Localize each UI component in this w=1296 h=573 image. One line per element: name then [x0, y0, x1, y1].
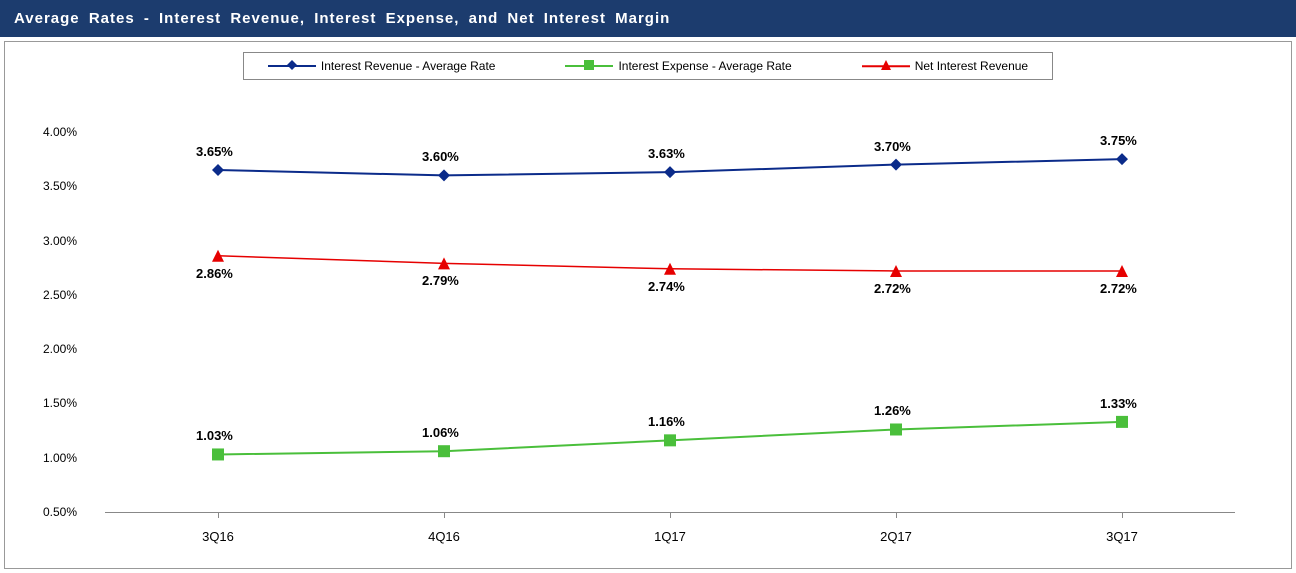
chart-legend: Interest Revenue - Average Rate Interest … [243, 52, 1053, 80]
series-marker [438, 445, 450, 457]
legend-swatch [268, 59, 316, 73]
data-label: 1.16% [648, 414, 685, 429]
data-label: 1.03% [196, 428, 233, 443]
chart-svg [35, 102, 1265, 542]
data-label: 2.79% [422, 273, 459, 288]
series-marker [890, 423, 902, 435]
series-marker [212, 164, 224, 176]
legend-item: Interest Expense - Average Rate [565, 59, 791, 73]
data-label: 3.63% [648, 146, 685, 161]
series-marker [664, 434, 676, 446]
legend-swatch [565, 59, 613, 73]
page-title: Average Rates - Interest Revenue, Intere… [0, 0, 1296, 37]
data-label: 3.60% [422, 149, 459, 164]
legend-swatch [862, 59, 910, 73]
data-label: 2.86% [196, 266, 233, 281]
legend-label: Interest Expense - Average Rate [618, 59, 791, 73]
legend-item: Net Interest Revenue [862, 59, 1028, 73]
series-marker [890, 159, 902, 171]
series-marker [664, 166, 676, 178]
data-label: 1.06% [422, 425, 459, 440]
legend-item: Interest Revenue - Average Rate [268, 59, 496, 73]
series-marker [212, 448, 224, 460]
data-label: 2.74% [648, 279, 685, 294]
series-marker [1116, 153, 1128, 165]
data-label: 3.75% [1100, 133, 1137, 148]
series-marker [1116, 416, 1128, 428]
data-label: 3.70% [874, 139, 911, 154]
data-label: 1.26% [874, 403, 911, 418]
legend-label: Interest Revenue - Average Rate [321, 59, 496, 73]
data-label: 3.65% [196, 144, 233, 159]
chart-container: Interest Revenue - Average Rate Interest … [4, 41, 1292, 569]
page-title-text: Average Rates - Interest Revenue, Intere… [14, 10, 670, 27]
legend-label: Net Interest Revenue [915, 59, 1028, 73]
data-label: 2.72% [874, 281, 911, 296]
plot-area: 0.50%1.00%1.50%2.00%2.50%3.00%3.50%4.00%… [35, 102, 1271, 548]
data-label: 2.72% [1100, 281, 1137, 296]
data-label: 1.33% [1100, 396, 1137, 411]
series-marker [438, 169, 450, 181]
